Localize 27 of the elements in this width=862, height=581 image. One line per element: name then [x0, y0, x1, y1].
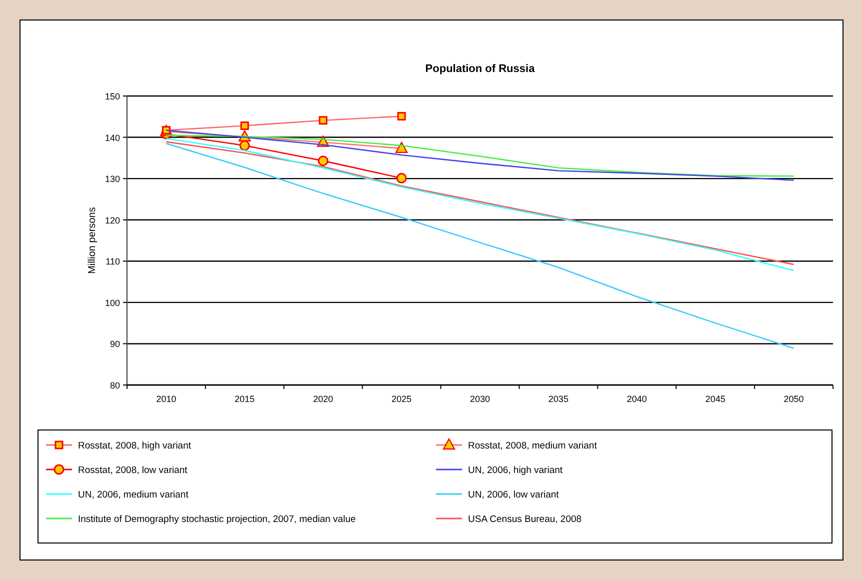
y-axis-title: Million persons: [87, 207, 98, 274]
y-tick-label: 80: [110, 380, 120, 390]
y-tick-label: 100: [104, 298, 120, 308]
x-tick-label: 2025: [392, 394, 412, 404]
x-tick-label: 2045: [705, 394, 726, 404]
y-tick-label: 90: [110, 339, 120, 350]
y-tick-label: 150: [104, 92, 120, 102]
legend-label: Rosstat, 2008, low variant: [78, 465, 188, 476]
x-tick-label: 2035: [548, 394, 568, 404]
legend-label: UN, 2006, medium variant: [78, 490, 189, 500]
x-tick-label: 2030: [470, 394, 490, 404]
y-tick-label: 120: [104, 215, 120, 226]
legend-label: UN, 2006, low variant: [468, 490, 560, 500]
y-tick-label: 140: [104, 132, 120, 143]
legend-label: UN, 2006, high variant: [468, 465, 563, 476]
y-tick-label: 110: [106, 256, 120, 267]
x-tick-label: 2040: [626, 394, 647, 404]
legend-label: Rosstat, 2008, medium variant: [468, 440, 598, 452]
legend-label: Rosstat, 2008, high variant: [78, 440, 192, 452]
x-tick-label: 2015: [234, 394, 255, 404]
legend-label: USA Census Bureau, 2008: [468, 514, 582, 525]
x-tick-label: 2010: [156, 394, 176, 404]
y-tick-label: 130: [104, 174, 120, 184]
x-tick-label: 2020: [313, 394, 334, 404]
legend-label: Institute of Demography stochastic projection, 2007, median value: [78, 514, 356, 525]
chart-title: Population of Russia: [425, 63, 536, 75]
x-tick-label: 2050: [784, 394, 804, 404]
